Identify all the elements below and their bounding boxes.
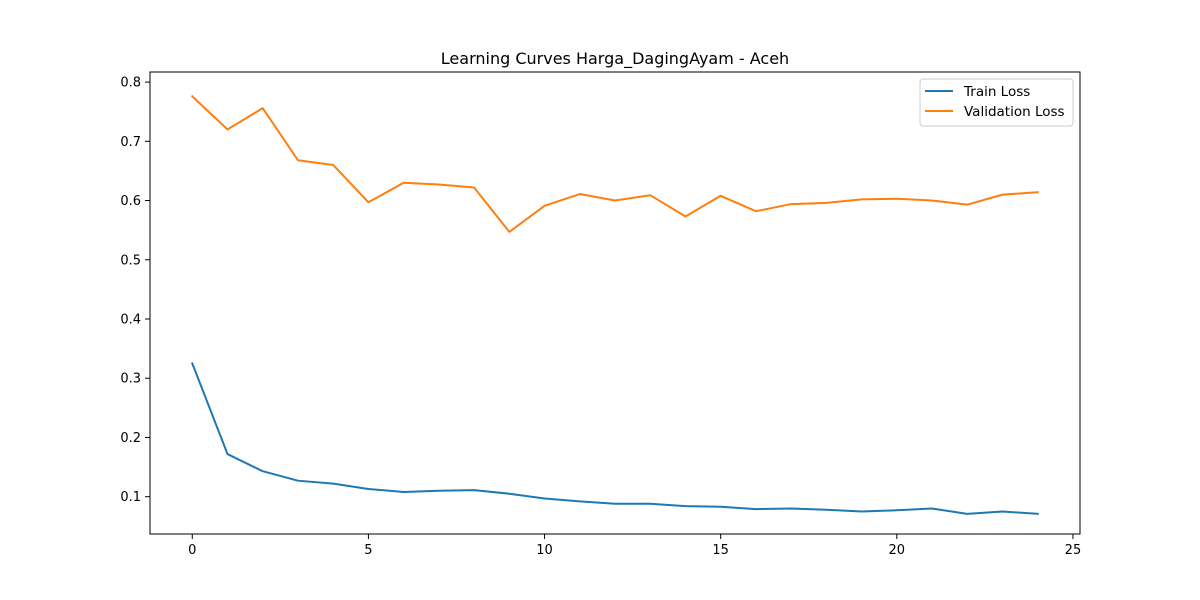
y-tick-label-0-4: 0.4 xyxy=(120,312,141,327)
y-tick-label-0-3: 0.3 xyxy=(120,372,141,387)
y-axis: 0.1 0.2 0.3 0.4 0.5 0.6 0.7 0.8 xyxy=(120,76,150,505)
y-tick-label-0-7: 0.7 xyxy=(120,135,141,150)
x-tick-label-10: 10 xyxy=(536,543,553,558)
y-tick-label-0-5: 0.5 xyxy=(120,253,141,268)
x-tick-label-20: 20 xyxy=(889,543,906,558)
plot-area xyxy=(149,71,1081,535)
axes-frame xyxy=(149,71,1081,535)
y-tick-label-0-1: 0.1 xyxy=(120,490,141,505)
series-layer xyxy=(190,94,1039,515)
x-tick-label-25: 25 xyxy=(1065,543,1082,558)
legend: Train Loss Validation Loss xyxy=(919,78,1074,127)
x-tick-label-0: 0 xyxy=(188,543,196,558)
y-tick-label-0-6: 0.6 xyxy=(120,194,141,209)
x-tick-label-5: 5 xyxy=(364,543,372,558)
y-tick-label-0-2: 0.2 xyxy=(120,431,141,446)
chart-title: Learning Curves Harga_DagingAyam - Aceh xyxy=(441,49,789,69)
legend-label-train-loss: Train Loss xyxy=(963,84,1030,100)
x-tick-label-15: 15 xyxy=(712,543,729,558)
series-line-validation-loss xyxy=(190,94,1039,233)
y-tick-label-0-8: 0.8 xyxy=(120,76,141,91)
series-line-train-loss xyxy=(190,362,1039,515)
legend-box xyxy=(919,78,1074,127)
legend-label-validation-loss: Validation Loss xyxy=(964,104,1065,120)
x-axis: 0 5 10 15 20 25 xyxy=(188,534,1081,558)
